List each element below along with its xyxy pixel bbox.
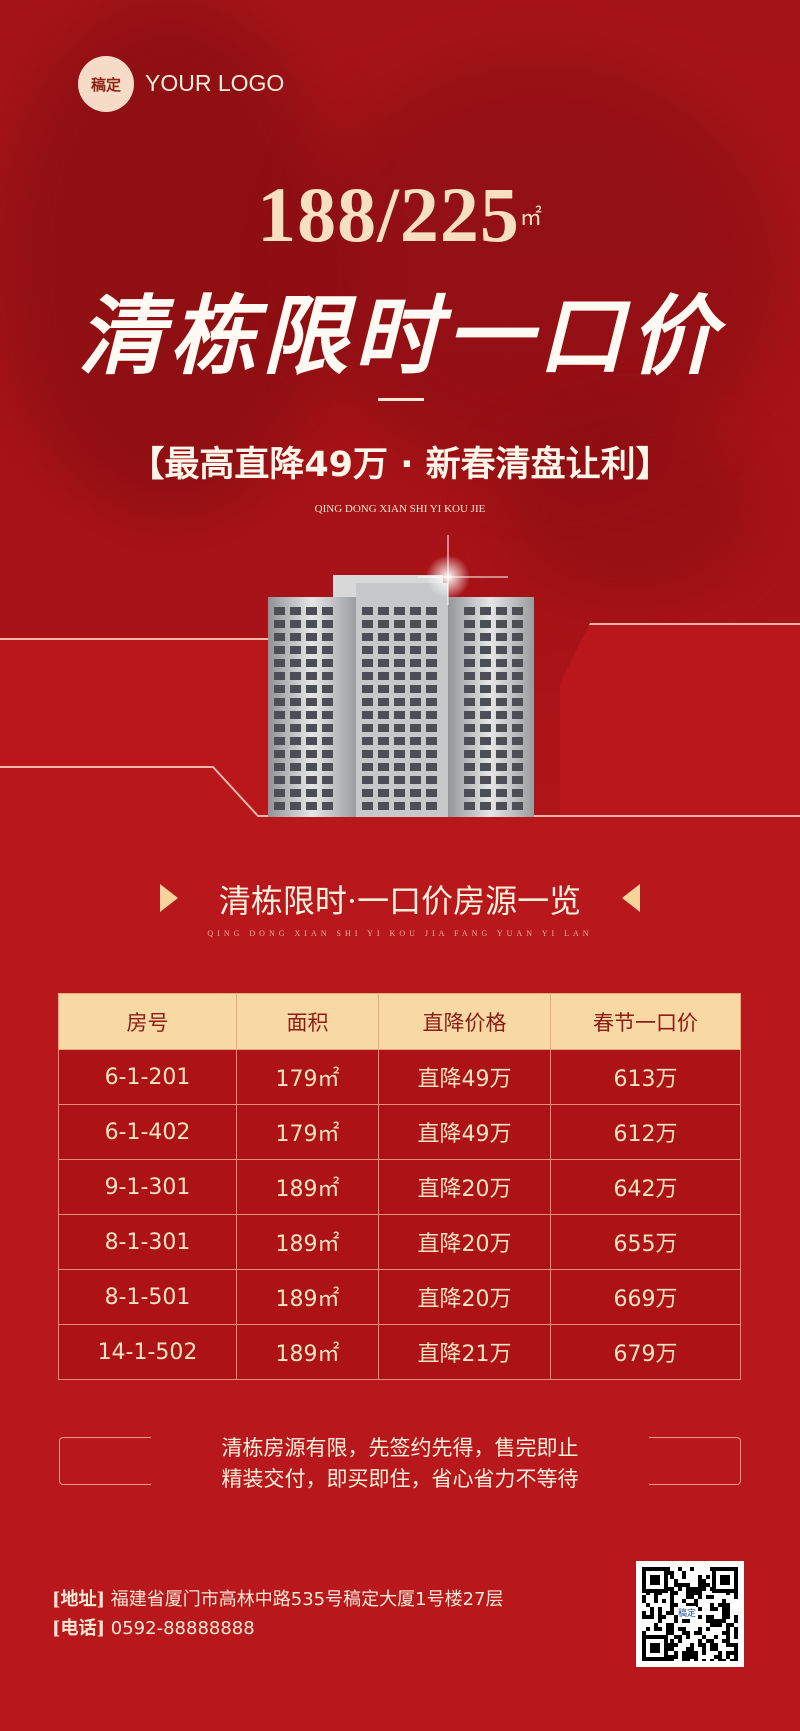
phone-label: [电话] [52, 1618, 106, 1639]
price-cell: 669万 [550, 1269, 741, 1325]
area-cell: 179㎡ [236, 1049, 379, 1105]
qr-code[interactable]: 稿定 [636, 1561, 744, 1667]
discount-cell: 直降20万 [378, 1214, 551, 1270]
unit-cell: 9-1-301 [58, 1159, 237, 1215]
decor-band-right [560, 623, 800, 823]
unit-cell: 8-1-301 [58, 1214, 237, 1270]
table-row: 6-1-402 179㎡ 直降49万 612万 [58, 1104, 741, 1160]
table-row: 6-1-201 179㎡ 直降49万 613万 [58, 1049, 741, 1105]
phone: [电话] 0592-88888888 [52, 1614, 255, 1640]
table-row: 9-1-301 189㎡ 直降20万 642万 [58, 1159, 741, 1215]
ink-horse-decoration [0, 0, 340, 520]
ink-horse-decoration [300, 60, 780, 480]
subtitle: 【最高直降49万 · 新春清盘让利】 [129, 445, 671, 485]
price-cell: 613万 [550, 1049, 741, 1105]
divider [378, 398, 424, 401]
area-cell: 189㎡ [236, 1269, 379, 1325]
unit-cell: 6-1-201 [58, 1049, 237, 1105]
table-row: 8-1-501 189㎡ 直降20万 669万 [58, 1269, 741, 1325]
listing-table: 房号 面积 直降价格 春节一口价 6-1-201 179㎡ 直降49万 613万 6-1… [58, 993, 741, 1380]
unit-cell: 8-1-501 [58, 1269, 237, 1325]
area-headline: 188/225㎡ [0, 170, 800, 260]
discount-cell: 直降20万 [378, 1269, 551, 1325]
address-label: [地址] [52, 1589, 106, 1610]
discount-cell: 直降49万 [378, 1049, 551, 1105]
area-value: 188/225 [257, 171, 520, 258]
bracket-decoration-right [649, 1437, 741, 1485]
building-image [268, 535, 534, 817]
col-unit: 房号 [58, 993, 237, 1050]
col-discount: 直降价格 [378, 993, 551, 1050]
area-cell: 179㎡ [236, 1104, 379, 1160]
notice-line-2: 精装交付，即买即住，省心省力不等待 [221, 1467, 579, 1491]
section-pinyin: QING DONG XIAN SHI YI KOU JIA FANG YUAN … [207, 929, 593, 938]
notice-line-1: 清栋房源有限，先签约先得，售完即止 [221, 1436, 579, 1460]
chevron-right-icon [160, 884, 178, 912]
price-cell: 679万 [550, 1324, 741, 1380]
phone-number[interactable]: 0592-88888888 [110, 1618, 255, 1639]
table-header: 房号 面积 直降价格 春节一口价 [58, 993, 741, 1050]
unit-cell: 6-1-402 [58, 1104, 237, 1160]
unit-cell: 14-1-502 [58, 1324, 237, 1380]
col-area: 面积 [236, 993, 379, 1050]
address-text: 福建省厦门市高林中路535号稿定大厦1号楼27层 [110, 1589, 504, 1610]
logo-text: YOUR LOGO [145, 70, 285, 96]
price-cell: 655万 [550, 1214, 741, 1270]
discount-cell: 直降20万 [378, 1159, 551, 1215]
ink-horse-decoration [500, 420, 760, 600]
col-price: 春节一口价 [550, 993, 741, 1050]
area-cell: 189㎡ [236, 1214, 379, 1270]
qr-badge: 稿定 [678, 1606, 697, 1619]
area-unit: ㎡ [519, 205, 543, 230]
area-cell: 189㎡ [236, 1324, 379, 1380]
main-title: 清栋限时一口价 [78, 286, 722, 387]
discount-cell: 直降21万 [378, 1324, 551, 1380]
price-cell: 642万 [550, 1159, 741, 1215]
bracket-decoration-left [59, 1437, 151, 1485]
area-cell: 189㎡ [236, 1159, 379, 1215]
address: [地址] 福建省厦门市高林中路535号稿定大厦1号楼27层 [52, 1585, 504, 1611]
table-row: 14-1-502 189㎡ 直降21万 679万 [58, 1324, 741, 1380]
table-row: 8-1-301 189㎡ 直降20万 655万 [58, 1214, 741, 1270]
discount-cell: 直降49万 [378, 1104, 551, 1160]
title-pinyin: QING DONG XIAN SHI YI KOU JIE [314, 503, 486, 515]
chevron-left-icon [622, 884, 640, 912]
logo-badge: 稿定 [78, 56, 134, 112]
section-title: 清栋限时·一口价房源一览 [218, 882, 582, 920]
price-cell: 612万 [550, 1104, 741, 1160]
